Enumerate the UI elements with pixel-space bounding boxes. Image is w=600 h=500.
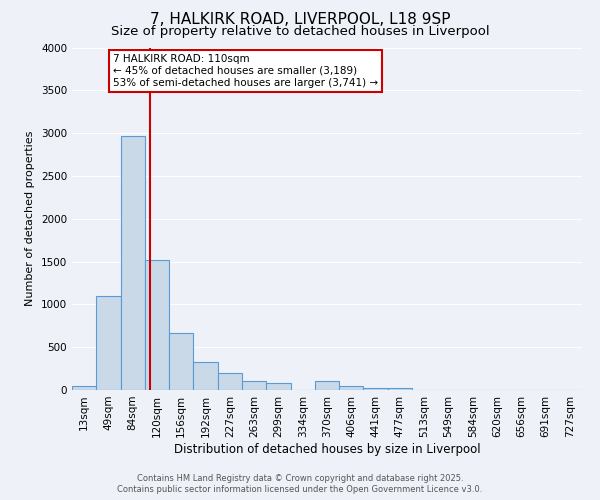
Bar [339,386,364,390]
Bar [193,362,218,390]
Text: Contains HM Land Registry data © Crown copyright and database right 2025.
Contai: Contains HM Land Registry data © Crown c… [118,474,482,494]
Bar [364,388,388,390]
Text: 7, HALKIRK ROAD, LIVERPOOL, L18 9SP: 7, HALKIRK ROAD, LIVERPOOL, L18 9SP [150,12,450,28]
Bar [96,296,121,390]
X-axis label: Distribution of detached houses by size in Liverpool: Distribution of detached houses by size … [173,442,481,456]
Bar [121,136,145,390]
Bar [72,386,96,390]
Text: Size of property relative to detached houses in Liverpool: Size of property relative to detached ho… [110,25,490,38]
Bar [169,334,193,390]
Bar [388,388,412,390]
Bar [266,383,290,390]
Y-axis label: Number of detached properties: Number of detached properties [25,131,35,306]
Bar [218,373,242,390]
Bar [145,260,169,390]
Bar [242,382,266,390]
Text: 7 HALKIRK ROAD: 110sqm
← 45% of detached houses are smaller (3,189)
53% of semi-: 7 HALKIRK ROAD: 110sqm ← 45% of detached… [113,54,378,88]
Bar [315,382,339,390]
